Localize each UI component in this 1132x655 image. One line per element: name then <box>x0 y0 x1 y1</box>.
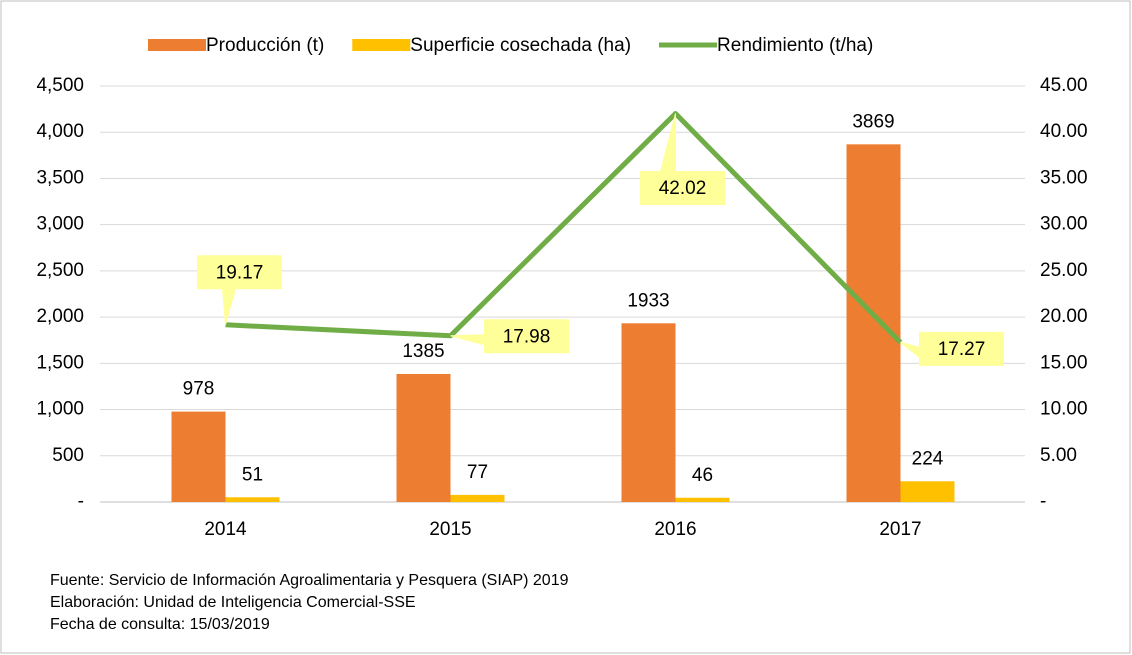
bar <box>621 323 676 502</box>
x-tick-label: 2014 <box>204 519 247 540</box>
y-tick-label: 1,000 <box>36 399 84 420</box>
y-tick-label: 2,000 <box>36 306 84 327</box>
y-tick-label: 3,000 <box>36 214 84 235</box>
line <box>225 111 903 345</box>
bar <box>396 373 451 502</box>
legend-label: Producción (t) <box>206 35 324 56</box>
legend-swatch <box>352 39 411 51</box>
y2-tick-label: 20.00 <box>1040 306 1088 327</box>
data-label: 42.02 <box>659 178 707 199</box>
data-label: 77 <box>467 462 488 483</box>
bar <box>846 144 901 502</box>
y2-tick-label: 25.00 <box>1040 260 1088 281</box>
y-tick-label: 4,500 <box>36 75 84 96</box>
y2-tick-label: 15.00 <box>1040 352 1088 373</box>
callout <box>640 113 725 206</box>
data-label: 1933 <box>627 290 669 311</box>
legend-label: Superficie cosechada (ha) <box>410 35 631 56</box>
y2-tick-label: 5.00 <box>1040 445 1077 466</box>
y-tick-label: 2,500 <box>36 260 84 281</box>
note: Elaboración: Unidad de Inteligencia Come… <box>50 594 416 611</box>
data-label: 978 <box>183 379 215 400</box>
data-label: 1385 <box>402 341 444 362</box>
bar <box>675 497 730 502</box>
y2-tick-label: 35.00 <box>1040 167 1088 188</box>
y2-tick-label: 45.00 <box>1040 75 1088 96</box>
x-tick-label: 2015 <box>429 519 471 540</box>
x-tick-label: 2017 <box>879 519 921 540</box>
callout <box>450 319 569 354</box>
data-label: 19.17 <box>216 262 264 283</box>
data-label: 17.27 <box>938 339 986 360</box>
callout <box>900 331 1004 366</box>
y-tick-label: 3,500 <box>36 167 84 188</box>
y2-tick-label: - <box>1040 491 1046 512</box>
bar <box>225 497 280 502</box>
x-tick-label: 2016 <box>654 519 696 540</box>
data-label: 17.98 <box>503 326 551 347</box>
data-label: 224 <box>912 448 944 469</box>
bar <box>450 494 505 502</box>
y2-tick-label: 30.00 <box>1040 214 1088 235</box>
bar <box>171 411 226 502</box>
y-tick-label: 500 <box>52 445 84 466</box>
legend-label: Rendimiento (t/ha) <box>717 35 873 56</box>
bar <box>900 481 955 502</box>
data-label: 3869 <box>852 111 894 132</box>
data-label: 46 <box>692 465 713 486</box>
callout <box>197 255 282 325</box>
note: Fuente: Servicio de Información Agroalim… <box>50 572 569 589</box>
y2-tick-label: 40.00 <box>1040 121 1088 142</box>
data-label: 51 <box>242 464 263 485</box>
y-tick-label: 1,500 <box>36 352 84 373</box>
y2-tick-label: 10.00 <box>1040 399 1088 420</box>
legend-swatch <box>148 39 206 51</box>
note: Fecha de consulta: 15/03/2019 <box>50 616 270 633</box>
y-tick-label: - <box>78 491 84 512</box>
y-tick-label: 4,000 <box>36 121 84 142</box>
